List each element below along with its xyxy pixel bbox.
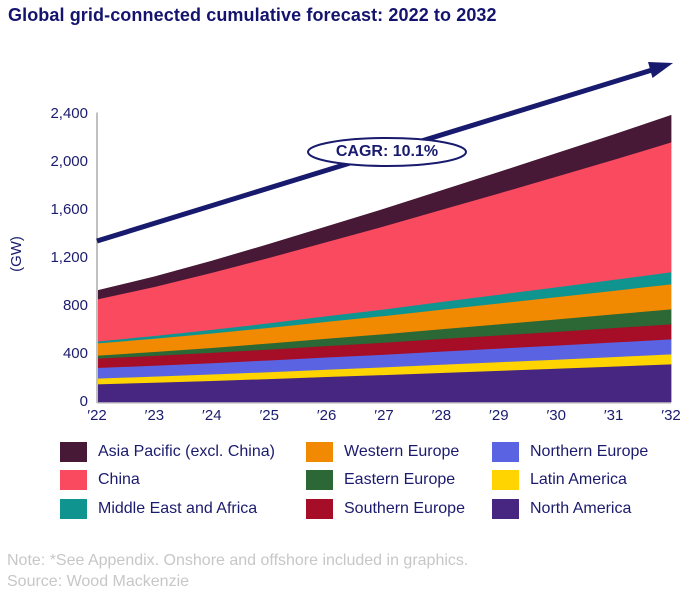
legend-swatch <box>492 499 519 519</box>
y-tick-label: 1,200 <box>50 248 88 266</box>
y-tick-label: 2,000 <box>50 152 88 170</box>
x-tick-label: ′28 <box>431 407 452 424</box>
x-tick-label: ′24 <box>202 407 222 424</box>
y-tick-label: 800 <box>62 296 88 314</box>
legend-label: Eastern Europe <box>344 471 456 488</box>
source-text: Source: Wood Mackenzie <box>7 573 190 590</box>
legend-swatch <box>306 442 333 462</box>
legend-swatch <box>492 442 519 462</box>
legend-label: North America <box>530 500 632 517</box>
y-tick-label: 400 <box>62 344 88 362</box>
legend-item-eastern-europe: Eastern Europe <box>306 469 455 491</box>
x-tick-label: ′22 <box>87 407 107 424</box>
legend-swatch <box>60 499 87 519</box>
legend-label: Northern Europe <box>530 443 649 460</box>
legend-item-northern-europe: Northern Europe <box>492 441 648 463</box>
legend-item-asia-pacific-excl-china: Asia Pacific (excl. China) <box>60 441 275 463</box>
legend-swatch <box>60 442 87 462</box>
legend-label: Southern Europe <box>344 500 465 517</box>
legend-label: Middle East and Africa <box>98 500 258 517</box>
x-tick-label: ′29 <box>489 407 509 424</box>
x-tick-label: ′30 <box>546 407 566 424</box>
note-text: Note: *See Appendix. Onshore and offshor… <box>7 552 469 569</box>
cagr-ellipse <box>307 137 467 167</box>
legend-item-china: China <box>60 469 140 491</box>
legend-item-western-europe: Western Europe <box>306 441 459 463</box>
x-tick-label: ′23 <box>144 407 165 424</box>
x-tick-label: ′25 <box>259 407 279 424</box>
legend-swatch <box>60 470 87 490</box>
legend-label: Asia Pacific (excl. China) <box>98 443 275 460</box>
area-asia-pacific-excl-china <box>96 114 672 300</box>
legend-item-southern-europe: Southern Europe <box>306 498 465 520</box>
cagr-trend-arrow-head <box>648 62 673 78</box>
chart-title: Global grid-connected cumulative forecas… <box>8 5 497 25</box>
legend-item-latin-america: Latin America <box>492 469 627 491</box>
cagr-annotation: CAGR: 10.1% <box>335 143 439 160</box>
legend-swatch <box>306 470 333 490</box>
y-axis-unit-label: (GW) <box>8 236 25 272</box>
legend-swatch <box>492 470 519 490</box>
x-tick-label: ′27 <box>374 407 394 424</box>
legend-label: China <box>98 471 140 488</box>
y-tick-label: 2,400 <box>50 104 88 122</box>
x-tick-label: ′26 <box>316 407 337 424</box>
legend-item-north-america: North America <box>492 498 631 520</box>
legend-label: Latin America <box>530 471 627 488</box>
legend-item-middle-east-and-africa: Middle East and Africa <box>60 498 257 520</box>
x-tick-label: ′31 <box>603 407 624 424</box>
legend-label: Western Europe <box>344 443 460 460</box>
y-tick-label: 0 <box>79 393 88 410</box>
legend-swatch <box>306 499 333 519</box>
x-tick-label: ′32 <box>661 407 681 424</box>
y-tick-label: 1,600 <box>50 200 88 218</box>
